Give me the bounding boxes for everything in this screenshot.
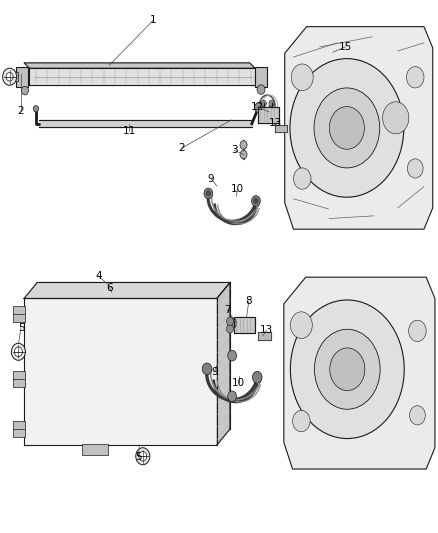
Circle shape — [410, 406, 425, 425]
Circle shape — [329, 107, 364, 149]
Text: 8: 8 — [245, 296, 252, 306]
Circle shape — [240, 150, 247, 159]
Circle shape — [240, 141, 247, 149]
Polygon shape — [275, 125, 287, 132]
Circle shape — [6, 72, 13, 81]
Circle shape — [226, 325, 233, 333]
Circle shape — [33, 106, 39, 112]
Text: 10: 10 — [232, 378, 245, 387]
Polygon shape — [285, 27, 433, 229]
Polygon shape — [24, 63, 255, 68]
Circle shape — [290, 312, 312, 338]
Circle shape — [290, 59, 404, 197]
Polygon shape — [29, 68, 255, 85]
Text: 11: 11 — [123, 126, 136, 135]
Circle shape — [21, 86, 28, 95]
Circle shape — [139, 451, 147, 461]
Text: 7: 7 — [224, 305, 231, 315]
Polygon shape — [39, 120, 252, 127]
Bar — [13, 371, 25, 387]
Circle shape — [314, 88, 380, 168]
Circle shape — [252, 372, 262, 383]
Polygon shape — [234, 317, 255, 333]
Text: 3: 3 — [231, 146, 238, 155]
Circle shape — [228, 350, 237, 361]
Text: 9: 9 — [208, 174, 215, 183]
Circle shape — [204, 188, 213, 199]
Circle shape — [3, 68, 17, 85]
Circle shape — [254, 198, 258, 204]
Circle shape — [228, 391, 237, 402]
Text: 2: 2 — [178, 143, 185, 153]
Bar — [16, 67, 28, 87]
Polygon shape — [217, 282, 230, 445]
Circle shape — [14, 347, 22, 357]
Text: 12: 12 — [251, 102, 264, 111]
Bar — [14, 72, 18, 81]
Circle shape — [257, 85, 265, 94]
Circle shape — [407, 159, 423, 178]
Text: 13: 13 — [268, 118, 282, 127]
Circle shape — [330, 348, 365, 391]
Text: 15: 15 — [339, 42, 352, 52]
Text: 5: 5 — [18, 323, 25, 333]
Circle shape — [291, 64, 313, 91]
Text: 5: 5 — [135, 452, 142, 462]
Circle shape — [228, 318, 237, 328]
Circle shape — [261, 100, 266, 107]
Circle shape — [206, 191, 211, 196]
Bar — [13, 421, 25, 437]
Text: 9: 9 — [211, 367, 218, 377]
Text: 10: 10 — [231, 184, 244, 194]
Polygon shape — [24, 298, 217, 445]
Circle shape — [290, 300, 404, 439]
Text: 6: 6 — [106, 283, 113, 293]
Bar — [255, 67, 267, 87]
Circle shape — [269, 100, 274, 107]
Circle shape — [406, 67, 424, 88]
Polygon shape — [258, 332, 271, 340]
Circle shape — [409, 320, 426, 342]
Circle shape — [202, 363, 212, 375]
Bar — [13, 306, 25, 322]
Text: 13: 13 — [260, 326, 273, 335]
Text: 4: 4 — [95, 271, 102, 281]
Polygon shape — [284, 277, 435, 469]
Circle shape — [254, 103, 262, 112]
Text: 2: 2 — [18, 106, 25, 116]
Circle shape — [251, 196, 260, 206]
Circle shape — [383, 102, 409, 134]
Circle shape — [11, 343, 25, 360]
Circle shape — [226, 317, 233, 326]
Circle shape — [293, 168, 311, 189]
Polygon shape — [24, 282, 230, 298]
Polygon shape — [258, 107, 279, 123]
Text: 1: 1 — [150, 15, 157, 25]
Circle shape — [314, 329, 380, 409]
Circle shape — [136, 448, 150, 465]
Bar — [82, 444, 108, 455]
Circle shape — [293, 410, 310, 432]
